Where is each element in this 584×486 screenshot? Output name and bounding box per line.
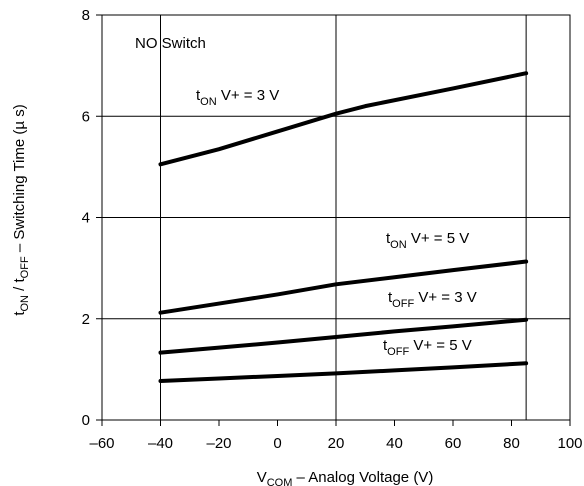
x-tick-label: –40	[148, 435, 173, 452]
annotation-toff-5v: tOFF V+ = 5 V	[383, 337, 472, 358]
x-tick-label: 40	[386, 435, 403, 452]
series-line	[158, 317, 529, 355]
axis-ticks: –60 –40 –20 0 20 40 60 80 100 0 2 4 6 8	[82, 7, 583, 452]
y-tick-label: 6	[82, 108, 90, 125]
x-tick-label: 60	[445, 435, 462, 452]
plot-label: NO Switch	[135, 35, 206, 52]
series-line	[158, 259, 529, 315]
x-tick-label: 0	[273, 435, 281, 452]
x-tick-label: 100	[557, 435, 582, 452]
annotation-toff-3v: tOFF V+ = 3 V	[388, 289, 477, 310]
x-tick-label: 20	[328, 435, 345, 452]
series-line	[158, 361, 529, 384]
plot-frame	[101, 14, 571, 421]
x-tick-label: –20	[206, 435, 231, 452]
y-tick-label: 8	[82, 7, 90, 24]
annotation-ton-5v: tON V+ = 5 V	[386, 230, 469, 251]
annotation-ton-3v: tON V+ = 3 V	[196, 87, 279, 108]
y-tick-label: 2	[82, 311, 90, 328]
series-group	[158, 71, 529, 384]
x-tick-label: 80	[503, 435, 520, 452]
x-tick-label: –60	[89, 435, 114, 452]
plot-border	[101, 14, 571, 421]
y-tick-label: 4	[82, 210, 90, 227]
y-tick-label: 0	[82, 412, 90, 429]
series-line	[158, 71, 529, 167]
gridlines	[102, 15, 570, 420]
y-axis-label: tON / tOFF – Switching Time (µ s)	[11, 104, 31, 315]
x-axis-label: VCOM – Analog Voltage (V)	[257, 469, 434, 486]
